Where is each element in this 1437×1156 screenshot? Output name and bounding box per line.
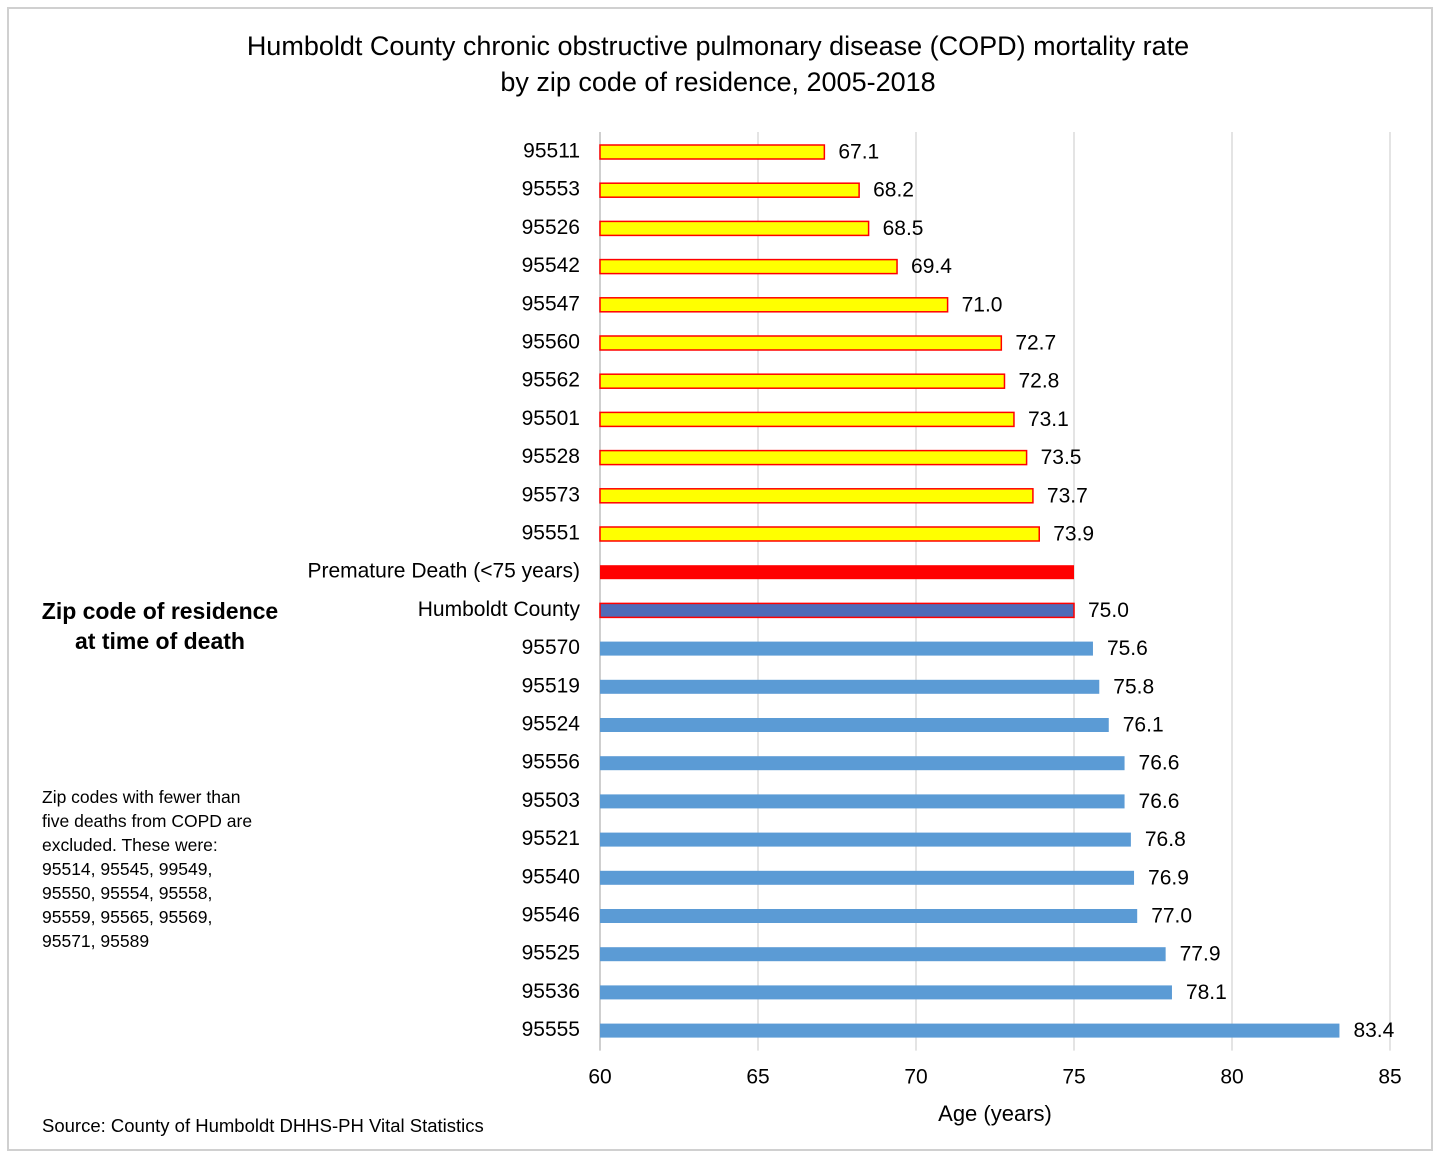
y-tick-label: 95536 [522,980,580,1003]
x-tick-label: 75 [1062,1066,1085,1089]
bar [600,718,1109,732]
bar [599,411,1015,428]
bar [600,1023,1340,1038]
y-tick-label: 95556 [522,751,580,774]
bar [599,602,1075,619]
value-label: 75.6 [1107,637,1148,660]
y-tick-label: 95526 [522,216,580,239]
y-tick-label: 95501 [522,407,580,430]
bar [599,449,1028,466]
bar [600,985,1172,1000]
value-label: 77.9 [1180,943,1221,966]
x-tick-label: 60 [588,1066,611,1089]
y-tick-label: 95528 [522,445,580,468]
value-label: 83.4 [1353,1019,1394,1042]
value-label: 76.6 [1139,752,1180,775]
x-tick-label: 70 [904,1066,927,1089]
bar [600,565,1074,580]
value-label: 75.8 [1113,675,1154,698]
y-tick-label: Premature Death (<75 years) [307,560,580,583]
bar [599,373,1006,389]
bar [599,220,870,237]
y-tick-label: 95521 [522,827,580,850]
y-tick-label: 95525 [522,942,580,965]
y-tick-label: 95560 [522,331,580,354]
value-label: 76.1 [1123,714,1164,737]
y-tick-label: 95540 [522,865,580,888]
bar [599,335,1003,351]
bar [600,641,1093,656]
y-tick-label: 95519 [522,674,580,697]
y-tick-label: 95503 [522,789,580,812]
y-axis-label: Zip code of residence at time of death [41,598,279,654]
x-tick-label: 85 [1378,1066,1401,1089]
y-tick-label: Humboldt County [418,598,581,621]
value-label: 69.4 [911,255,952,278]
bar [599,488,1034,504]
chart-title: Humboldt County chronic obstructive pulm… [247,31,1189,61]
bar [600,870,1135,885]
y-tick-label: 95551 [522,522,580,545]
bar [599,297,949,313]
y-tick-label: 95546 [522,904,580,927]
value-label: 76.6 [1139,790,1180,813]
chart-frame [7,7,1433,1151]
value-label: 71.0 [962,293,1003,316]
bar [600,679,1100,694]
y-tick-label: 95573 [522,483,580,506]
note: Zip codes with fewer than five deaths fr… [42,787,253,951]
bar [600,947,1166,962]
value-label: 72.7 [1015,332,1056,355]
y-tick-label: 95553 [522,178,580,201]
bar [599,144,826,160]
value-label: 76.8 [1145,828,1186,851]
y-tick-label: 95547 [522,292,580,315]
value-label: 73.1 [1028,408,1069,431]
value-label: 73.9 [1053,523,1094,546]
value-label: 73.7 [1047,484,1088,507]
y-tick-label: 95570 [522,636,580,659]
y-tick-label: 95524 [522,713,581,736]
value-label: 68.2 [873,179,914,202]
value-label: 73.5 [1041,446,1082,469]
source: Source: County of Humboldt DHHS-PH Vital… [42,1115,484,1136]
y-tick-label: 95555 [522,1018,580,1041]
y-tick-label: 95562 [522,369,580,392]
value-label: 68.5 [883,217,924,240]
value-label: 75.0 [1088,599,1129,622]
bar [599,258,898,275]
y-tick-label: 95542 [522,254,580,277]
x-tick-label: 80 [1220,1066,1243,1089]
x-axis-label: Age (years) [938,1101,1052,1126]
bar [600,832,1131,847]
bar [599,182,860,198]
bar [599,526,1040,542]
value-label: 77.0 [1151,905,1192,928]
bar [600,756,1125,771]
bar [600,909,1138,923]
y-tick-label: 95511 [523,140,580,163]
x-tick-label: 65 [746,1066,769,1089]
value-label: 78.1 [1186,981,1227,1004]
chart-title: by zip code of residence, 2005-2018 [500,67,935,97]
value-label: 72.8 [1018,370,1059,393]
value-label: 67.1 [838,141,879,164]
bar [600,794,1125,809]
value-label: 76.9 [1148,866,1189,889]
